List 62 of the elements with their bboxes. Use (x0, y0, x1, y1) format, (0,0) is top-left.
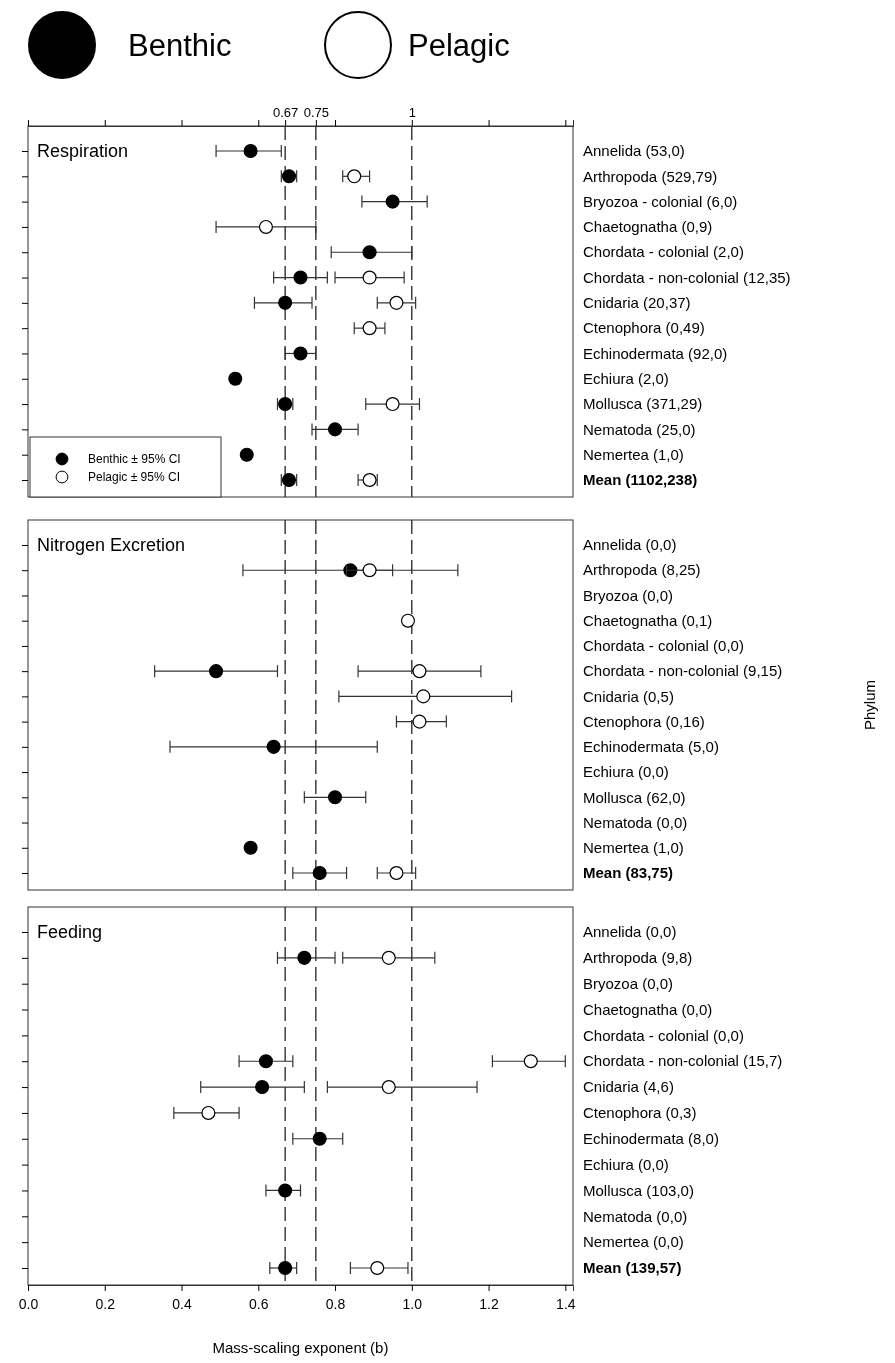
y-tick-label: Cnidaria (4,6) (583, 1078, 674, 1096)
y-tick-label: Bryozoa (0,0) (583, 586, 674, 604)
y-tick-label: Annelida (0,0) (583, 536, 677, 554)
y-tick-label: Chordata - colonial (2,0) (583, 243, 744, 261)
y-tick-label: Ctenophora (0,3) (583, 1104, 697, 1122)
y-tick-label: Chaetognatha (0,9) (583, 218, 713, 236)
x-axis-title: Mass-scaling exponent (b) (212, 1339, 389, 1356)
text: Feeding (37, 922, 103, 943)
y-tick-label: Cnidaria (20,37) (583, 294, 691, 312)
y-tick-label: Ctenophora (0,16) (583, 712, 705, 730)
x-tick-label: 0.2 (95, 1296, 116, 1313)
y-tick-label: Mean (1102,238) (583, 471, 698, 489)
y-tick-label: Cnidaria (0,5) (583, 687, 674, 705)
text: Respiration (37, 141, 129, 162)
y-tick-label: Echiura (2,0) (583, 370, 669, 388)
y-tick-label: Chordata - colonial (0,0) (583, 637, 744, 655)
text: Pelagic (408, 27, 510, 63)
y-tick-label: Chordata - non-colonial (12,35) (583, 268, 791, 286)
text: Nitrogen Excretion (37, 535, 186, 556)
y-tick-label: Echinodermata (8,0) (583, 1130, 719, 1148)
x-tick-label: 0.6 (249, 1296, 269, 1313)
y-tick-label: Echiura (0,0) (583, 763, 669, 781)
y-tick-label: Mollusca (103,0) (583, 1181, 694, 1199)
x2-tick-label: 0.75 (303, 105, 330, 120)
y-tick-label: Arthropoda (529,79) (583, 167, 718, 185)
y-tick-label: Chordata - colonial (0,0) (583, 1026, 744, 1044)
legend-label: Pelagic ± 95% CI (88, 470, 180, 485)
y-tick-label: Chordata - non-colonial (9,15) (583, 662, 783, 680)
y-tick-label: Echinodermata (5,0) (583, 738, 719, 756)
y-tick-label: Nemertea (1,0) (583, 839, 684, 857)
y-tick-label: Arthropoda (9,8) (583, 949, 693, 967)
y-tick-label: Nemertea (0,0) (583, 1233, 684, 1251)
y-tick-label: Arthropoda (8,25) (583, 561, 701, 579)
y-tick-label: Mean (139,57) (583, 1259, 682, 1277)
y-tick-label: Mollusca (371,29) (583, 395, 703, 413)
text: Benthic (128, 27, 232, 63)
x2-tick-label: 0.67 (272, 105, 299, 120)
legend-label: Benthic ± 95% CI (88, 452, 181, 467)
x-tick-label: 0.4 (172, 1296, 192, 1313)
y-tick-label: Chaetognatha (0,1) (583, 611, 713, 629)
x-tick-label: 1.2 (479, 1296, 499, 1313)
y-tick-label: Nemertea (1,0) (583, 445, 684, 463)
y-tick-label: Annelida (53,0) (583, 142, 685, 160)
y-tick-label: Mean (83,75) (583, 864, 674, 882)
y-tick-label: Mollusca (62,0) (583, 788, 686, 806)
y-tick-label: Chordata - non-colonial (15,7) (583, 1052, 783, 1070)
x-tick-label: 0.8 (325, 1296, 346, 1313)
x-tick-label: 1.0 (402, 1296, 423, 1313)
y-axis-title: Phylum (861, 679, 878, 731)
y-tick-label: Bryozoa (0,0) (583, 974, 674, 992)
x-tick-label: 1.4 (556, 1296, 576, 1313)
y-tick-label: Ctenophora (0,49) (583, 319, 705, 337)
y-tick-label: Annelida (0,0) (583, 923, 677, 941)
y-tick-label: Nematoda (0,0) (583, 813, 688, 831)
y-tick-label: Echinodermata (92,0) (583, 344, 728, 362)
y-tick-label: Nematoda (25,0) (583, 420, 696, 438)
y-tick-label: Echiura (0,0) (583, 1155, 669, 1173)
y-tick-label: Nematoda (0,0) (583, 1207, 688, 1225)
x2-tick-label: 1 (408, 105, 416, 120)
y-tick-label: Bryozoa - colonial (6,0) (583, 192, 738, 210)
y-tick-label: Chaetognatha (0,0) (583, 1000, 713, 1018)
x-tick-label: 0.0 (18, 1296, 39, 1313)
